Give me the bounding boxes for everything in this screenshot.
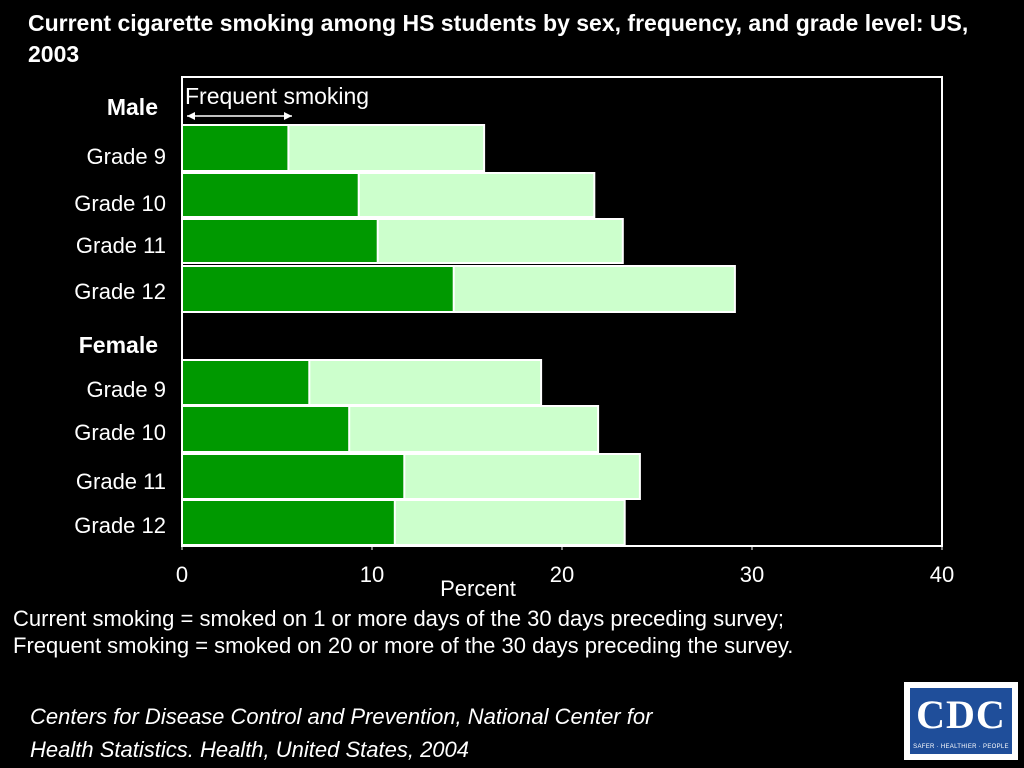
cdc-logo-badge: CDC SAFER · HEALTHIER · PEOPLE	[908, 686, 1014, 756]
category-label-female-grade-10: Grade 10	[74, 420, 166, 445]
category-label-female-grade-11: Grade 11	[76, 469, 166, 494]
footnote-frequent-definition: Frequent smoking = smoked on 20 or more …	[13, 633, 794, 658]
group-label-male: Male	[107, 94, 158, 120]
category-label-female-grade-12: Grade 12	[74, 513, 166, 538]
source-line-2: Health Statistics. Health, United States…	[30, 737, 470, 762]
x-tick-label-40: 40	[930, 562, 954, 587]
bar-frequent-female-grade-12	[181, 499, 396, 546]
chart-title: Current cigarette smoking among HS stude…	[28, 10, 969, 67]
x-axis-title: Percent	[440, 576, 516, 600]
category-label-male-grade-10: Grade 10	[74, 191, 166, 216]
category-label-male-grade-12: Grade 12	[74, 279, 166, 304]
x-tick-label-0: 0	[176, 562, 188, 587]
bar-frequent-male-grade-12	[181, 265, 455, 313]
x-tick-label-30: 30	[740, 562, 764, 587]
bar-frequent-male-grade-10	[181, 172, 360, 218]
footnote: Current smoking = smoked on 1 or more da…	[13, 604, 1018, 657]
annotation-arrow-right-head	[284, 112, 292, 120]
source-citation: Centers for Disease Control and Preventi…	[30, 700, 890, 766]
x-tick-label-10: 10	[360, 562, 384, 587]
category-label-male-grade-11: Grade 11	[76, 233, 166, 258]
x-tick-label-20: 20	[550, 562, 574, 587]
category-label-male-grade-9: Grade 9	[87, 144, 167, 169]
cdc-logo-tagline: SAFER · HEALTHIER · PEOPLE	[913, 744, 1009, 750]
group-label-female: Female	[79, 332, 158, 358]
footnote-current-definition: Current smoking = smoked on 1 or more da…	[13, 606, 784, 631]
bar-frequent-male-grade-11	[181, 218, 379, 264]
cdc-logo-text: CDC	[916, 692, 1006, 737]
frequent-smoking-annotation: Frequent smoking	[185, 83, 369, 109]
bar-frequent-female-grade-10	[181, 405, 351, 453]
bar-frequent-female-grade-11	[181, 453, 406, 500]
bar-chart: Male Grade 9 Grade 10 Grade 11 Grade 12 Femal…	[74, 76, 954, 600]
category-label-female-grade-9: Grade 9	[87, 377, 167, 402]
annotation-arrow-left-head	[187, 112, 195, 120]
bar-frequent-male-grade-9	[181, 124, 290, 172]
bar-frequent-female-grade-9	[181, 359, 311, 406]
cdc-logo: CDC SAFER · HEALTHIER · PEOPLE	[904, 682, 1018, 760]
source-line-1: Centers for Disease Control and Preventi…	[30, 704, 653, 729]
